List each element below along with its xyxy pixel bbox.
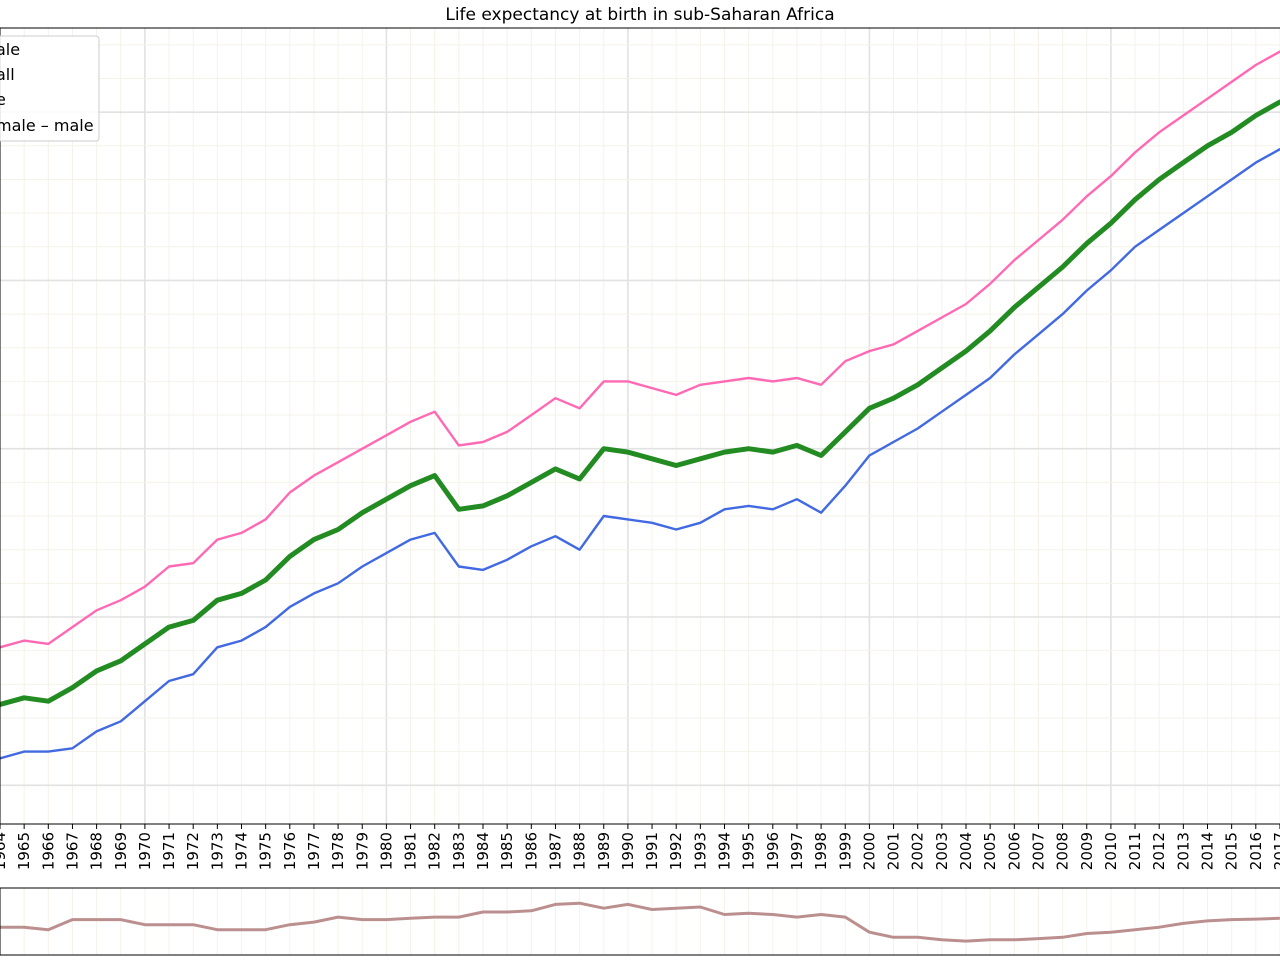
x-tick-label: 2003 (933, 832, 951, 870)
x-tick-label: 1971 (160, 832, 178, 870)
x-tick-label: 2000 (860, 832, 878, 870)
x-tick-label: 1972 (184, 832, 202, 870)
x-tick-label: 2008 (1054, 832, 1072, 870)
legend-box (0, 35, 100, 142)
x-tick-label: 1982 (426, 832, 444, 870)
x-tick-label: 1995 (740, 832, 758, 870)
legend-entry-difference: male – male (0, 116, 94, 135)
x-tick-label: 1980 (377, 832, 395, 870)
main-plot-lines (0, 50, 1280, 760)
x-tick-label: 2009 (1078, 832, 1096, 870)
diff-plot-frame (0, 887, 1280, 956)
x-tick-label: 2016 (1247, 832, 1265, 870)
x-tick-label: 1984 (474, 832, 492, 870)
x-tick-label: 1983 (450, 832, 468, 870)
x-tick-label: 1977 (305, 832, 323, 870)
x-tick-label: 2017 (1271, 832, 1280, 870)
x-tick-label: 1975 (257, 832, 275, 870)
x-tick-label: 1992 (667, 832, 685, 870)
x-tick-label: 2001 (885, 832, 903, 870)
x-tick-label: 1978 (329, 832, 347, 870)
x-tick-label: 1964 (0, 832, 9, 870)
series-line-difference (0, 901, 1280, 943)
x-tick-label: 1998 (812, 832, 830, 870)
x-tick-label: 1993 (691, 832, 709, 870)
series-line-female (0, 50, 1280, 649)
x-tick-label: 1967 (63, 832, 81, 870)
x-tick-label: 1966 (39, 832, 57, 870)
legend: ale all e male – male (0, 35, 100, 142)
x-tick-label: 2005 (981, 832, 999, 870)
x-tick-label: 1988 (571, 832, 589, 870)
x-tick-label: 1991 (643, 832, 661, 870)
x-tick-label: 1981 (402, 832, 420, 870)
legend-entry-female: ale (0, 40, 20, 59)
x-tick-label: 1973 (208, 832, 226, 870)
x-tick-label: 1999 (836, 832, 854, 870)
x-tick-label: 1970 (136, 832, 154, 870)
legend-entry-male: e (0, 90, 6, 109)
x-tick-label: 2013 (1174, 832, 1192, 870)
legend-entry-overall: all (0, 65, 15, 84)
x-tick-label: 1987 (546, 832, 564, 870)
x-axis-ticks: 1964 1965 1966 1967 1968 1969 1970 1971 1972 1973… (0, 824, 1280, 870)
x-tick-label: 1965 (15, 832, 33, 870)
x-tick-label: 2012 (1150, 832, 1168, 870)
x-tick-label: 2006 (1005, 832, 1023, 870)
x-tick-label: 1986 (522, 832, 540, 870)
x-tick-label: 2015 (1223, 832, 1241, 870)
x-tick-label: 2002 (909, 832, 927, 870)
diff-plot-lines (0, 901, 1280, 943)
x-tick-label: 2010 (1102, 832, 1120, 870)
chart-title: Life expectancy at birth in sub-Saharan … (445, 5, 834, 25)
diff-plot-grid (0, 888, 1280, 955)
series-line-male (0, 147, 1280, 760)
x-tick-label: 2011 (1126, 832, 1144, 870)
x-tick-label: 1968 (88, 832, 106, 870)
x-tick-label: 1985 (498, 832, 516, 870)
x-tick-label: 1997 (788, 832, 806, 870)
x-tick-label: 1969 (112, 832, 130, 870)
main-plot-frame (0, 27, 1280, 825)
x-tick-label: 1994 (716, 832, 734, 870)
x-tick-label: 1976 (281, 832, 299, 870)
x-tick-label: 2007 (1029, 832, 1047, 870)
x-tick-label: 2014 (1199, 832, 1217, 870)
x-tick-label: 1974 (233, 832, 251, 870)
x-tick-label: 1979 (353, 832, 371, 870)
x-tick-label: 1996 (764, 832, 782, 870)
x-tick-label: 1990 (619, 832, 637, 870)
series-line-overall (0, 99, 1280, 707)
x-tick-label: 2004 (957, 832, 975, 870)
main-plot-grid (0, 28, 1280, 824)
x-tick-label: 1989 (595, 832, 613, 870)
